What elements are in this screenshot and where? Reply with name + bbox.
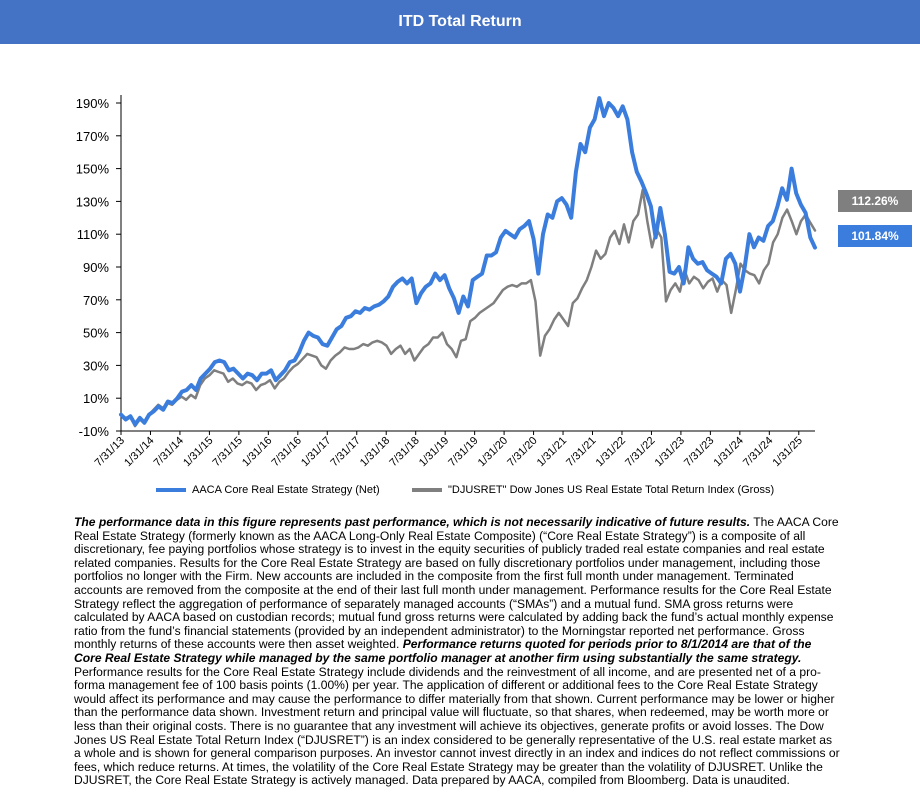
- legend-item-aaca: AACA Core Real Estate Strategy (Net): [156, 484, 380, 496]
- y-tick-label: 70%: [83, 293, 109, 308]
- x-tick-label: 7/31/22: [623, 435, 657, 469]
- legend-swatch-aaca: [156, 488, 186, 492]
- x-tick-label: 1/31/17: [299, 435, 333, 469]
- disclaimer-body-1: The AACA Core Real Estate Strategy (form…: [74, 515, 839, 652]
- y-tick-label: 30%: [83, 358, 109, 373]
- x-tick-label: 7/31/18: [387, 435, 421, 469]
- chart-title: ITD Total Return: [0, 0, 920, 44]
- y-tick-label: 170%: [76, 129, 110, 144]
- end-label-aaca-box: [838, 225, 912, 247]
- y-tick-label: 50%: [83, 326, 109, 341]
- x-tick-label: 1/31/21: [535, 435, 569, 469]
- y-tick-label: 130%: [76, 194, 110, 209]
- disclaimer-body-2: Performance results for the Core Real Es…: [74, 664, 840, 788]
- legend-label-djusret: "DJUSRET" Dow Jones US Real Estate Total…: [448, 484, 775, 496]
- x-tick-label: 7/31/24: [741, 435, 775, 469]
- x-tick-label: 1/31/25: [770, 435, 804, 469]
- y-tick-label: 110%: [77, 227, 110, 242]
- x-tick-label: 1/31/15: [181, 435, 215, 469]
- x-tick-label: 7/31/14: [152, 435, 186, 469]
- x-tick-label: 1/31/19: [417, 435, 451, 469]
- x-tick-label: 7/31/23: [682, 435, 716, 469]
- x-tick-label: 1/31/16: [240, 435, 274, 469]
- y-tick-label: 10%: [83, 391, 109, 406]
- x-tick-label: 1/31/22: [594, 435, 628, 469]
- chart-legend: AACA Core Real Estate Strategy (Net) "DJ…: [0, 484, 920, 504]
- disclaimer-bold-2: Performance returns quoted for periods p…: [74, 637, 812, 665]
- legend-label-aaca: AACA Core Real Estate Strategy (Net): [192, 484, 380, 496]
- y-tick-label: 190%: [76, 96, 110, 111]
- x-tick-label: 7/31/16: [269, 435, 303, 469]
- x-tick-label: 7/31/19: [446, 435, 480, 469]
- x-tick-label: 1/31/14: [122, 435, 156, 469]
- disclaimer-text: The performance data in this figure repr…: [74, 515, 842, 788]
- end-label-djusret: 112.26%: [852, 194, 899, 208]
- series-line-aaca: [119, 96, 817, 427]
- x-tick-label: 7/31/17: [328, 435, 362, 469]
- legend-item-djusret: "DJUSRET" Dow Jones US Real Estate Total…: [412, 484, 774, 496]
- end-label-aaca: 101.84%: [851, 229, 899, 243]
- x-tick-label: 1/31/20: [476, 435, 510, 469]
- legend-swatch-djusret: [412, 488, 442, 492]
- line-chart: -10% 10% 30% 50% 70% 90% 110% 130% 150% 170% 190% 7…: [76, 95, 912, 469]
- x-tick-label: 7/31/13: [93, 435, 127, 469]
- x-tick-label: 7/31/20: [505, 435, 539, 469]
- y-tick-label: 90%: [83, 260, 109, 275]
- x-tick-label: 1/31/23: [653, 435, 687, 469]
- x-tick-label: 7/31/21: [564, 435, 598, 469]
- disclaimer-bold-1: The performance data in this figure repr…: [74, 515, 751, 529]
- x-tick-label: 1/31/24: [712, 435, 746, 469]
- series-line-djusret: [119, 188, 817, 428]
- y-tick-label: -10%: [79, 424, 110, 439]
- x-tick-label: 7/31/15: [211, 435, 245, 469]
- x-tick-label: 1/31/18: [358, 435, 392, 469]
- end-label-djusret-box: [838, 190, 912, 212]
- y-tick-label: 150%: [76, 162, 110, 177]
